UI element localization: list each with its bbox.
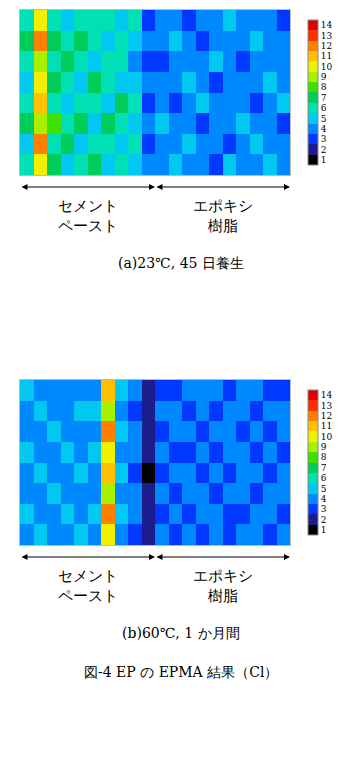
svg-text:10: 10 — [321, 62, 333, 72]
svg-text:4: 4 — [321, 494, 327, 504]
svg-text:4: 4 — [321, 124, 327, 134]
svg-text:3: 3 — [321, 504, 327, 514]
svg-text:7: 7 — [321, 93, 327, 103]
svg-text:2: 2 — [321, 145, 327, 155]
svg-text:11: 11 — [321, 51, 332, 61]
svg-text:8: 8 — [321, 82, 327, 92]
svg-text:13: 13 — [321, 31, 333, 41]
svg-text:14: 14 — [321, 390, 333, 400]
svg-text:5: 5 — [321, 484, 327, 494]
svg-text:13: 13 — [321, 401, 333, 411]
svg-text:(b)60℃, 1 か月間: (b)60℃, 1 か月間 — [122, 625, 240, 641]
svg-text:図-4 EP の EPMA 結果（Cl）: 図-4 EP の EPMA 結果（Cl） — [84, 664, 278, 680]
svg-text:3: 3 — [321, 134, 327, 144]
svg-text:14: 14 — [321, 20, 333, 30]
svg-text:6: 6 — [321, 103, 327, 113]
svg-text:11: 11 — [321, 421, 332, 431]
svg-text:1: 1 — [321, 525, 327, 535]
svg-text:セメントペースト: セメントペースト — [58, 197, 118, 235]
svg-text:セメントペースト: セメントペースト — [58, 567, 118, 605]
svg-text:エポキシ樹脂: エポキシ樹脂 — [193, 197, 253, 235]
svg-text:2: 2 — [321, 515, 327, 525]
svg-text:10: 10 — [321, 432, 333, 442]
svg-text:9: 9 — [321, 72, 327, 82]
svg-text:7: 7 — [321, 463, 327, 473]
svg-text:9: 9 — [321, 442, 327, 452]
svg-text:8: 8 — [321, 452, 327, 462]
svg-text:12: 12 — [321, 411, 332, 421]
svg-text:エポキシ樹脂: エポキシ樹脂 — [193, 567, 253, 605]
svg-text:5: 5 — [321, 114, 327, 124]
svg-text:1: 1 — [321, 155, 327, 165]
svg-text:6: 6 — [321, 473, 327, 483]
svg-text:12: 12 — [321, 41, 332, 51]
svg-text:(a)23℃, 45 日養生: (a)23℃, 45 日養生 — [118, 255, 244, 271]
